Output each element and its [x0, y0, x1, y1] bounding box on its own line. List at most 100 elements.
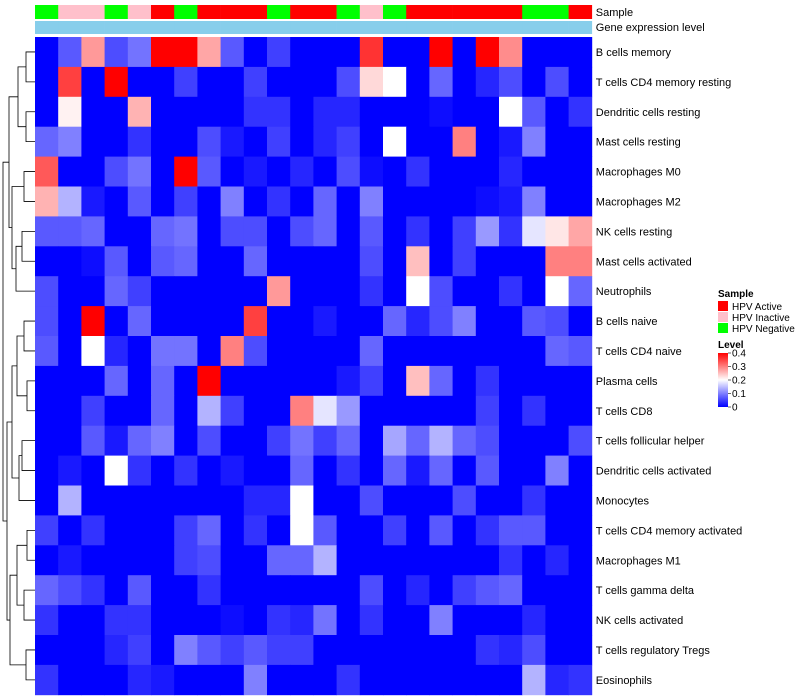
- heatmap-cell: [174, 37, 198, 68]
- heatmap-cell: [406, 395, 430, 427]
- heatmap-cell: [197, 545, 221, 576]
- heatmap-cell: [290, 485, 314, 516]
- heatmap-cell: [243, 635, 268, 666]
- heatmap-cell: [383, 37, 407, 68]
- heatmap-cell: [383, 455, 407, 486]
- gene-expression-annotation-cell: [452, 21, 477, 34]
- heatmap-cell: [406, 37, 430, 68]
- heatmap-cell: [499, 156, 523, 187]
- heatmap-cell: [174, 276, 198, 307]
- heatmap-cell: [58, 545, 82, 576]
- heatmap-cell: [197, 515, 221, 546]
- heatmap-cell: [104, 186, 129, 217]
- heatmap-cell: [151, 545, 175, 576]
- heatmap-cell: [452, 37, 477, 68]
- dendrogram-branch: [26, 380, 35, 412]
- heatmap-cell: [383, 635, 407, 666]
- heatmap-cell: [35, 156, 59, 187]
- heatmap-cell: [197, 276, 221, 307]
- heatmap-cell: [429, 96, 453, 128]
- heatmap-cell: [58, 455, 82, 486]
- heatmap-cell: [267, 276, 291, 307]
- heatmap-cell: [522, 365, 546, 397]
- heatmap-cell: [104, 336, 129, 367]
- heatmap-cell: [522, 246, 546, 277]
- heatmap-cell: [58, 425, 82, 456]
- heatmap-cell: [499, 216, 523, 247]
- heatmap-cell: [475, 246, 500, 277]
- heatmap-cell: [243, 575, 268, 606]
- legend-tick-label: 0.2: [732, 376, 746, 387]
- heatmap-cell: [429, 365, 453, 397]
- heatmap-cell: [290, 96, 314, 128]
- heatmap-cell: [313, 365, 337, 397]
- heatmap-cell: [522, 425, 546, 456]
- heatmap-cell: [545, 455, 569, 486]
- dendrogram-branch: [8, 96, 18, 229]
- heatmap-cell: [174, 545, 198, 576]
- legend-level-title: Level: [718, 340, 744, 351]
- sample-annotation-cell: [290, 5, 314, 19]
- heatmap-cell: [174, 96, 198, 128]
- heatmap-cell: [35, 306, 59, 337]
- heatmap-cell: [58, 664, 82, 696]
- heatmap-cell: [429, 186, 453, 217]
- heatmap-cell: [359, 455, 384, 486]
- heatmap-cell: [243, 126, 268, 157]
- heatmap-cell: [81, 575, 105, 606]
- heatmap-cell: [568, 455, 593, 486]
- heatmap-cell: [359, 336, 384, 367]
- heatmap-cell: [568, 156, 593, 187]
- heatmap-cell: [429, 216, 453, 247]
- heatmap-cell: [243, 306, 268, 337]
- row-label: T cells CD8: [596, 406, 653, 418]
- heatmap-cell: [58, 395, 82, 427]
- heatmap-cell: [499, 395, 523, 427]
- heatmap-cell: [197, 96, 221, 128]
- heatmap-cell: [35, 66, 59, 98]
- heatmap-cell: [290, 515, 314, 546]
- heatmap-cell: [383, 395, 407, 427]
- row-label: T cells CD4 memory activated: [596, 525, 743, 537]
- heatmap-cell: [58, 365, 82, 397]
- heatmap-cell: [406, 605, 430, 636]
- dendrogram-branch: [26, 529, 35, 561]
- heatmap-cell: [475, 186, 500, 217]
- heatmap-cell: [452, 246, 477, 277]
- heatmap-cell: [475, 336, 500, 367]
- heatmap-cell: [568, 635, 593, 666]
- heatmap-cell: [336, 545, 361, 576]
- heatmap-cell: [429, 276, 453, 307]
- heatmap-cell: [359, 575, 384, 606]
- row-label: Macrophages M0: [596, 167, 681, 179]
- heatmap-cell: [104, 126, 129, 157]
- row-label: Plasma cells: [596, 376, 658, 388]
- heatmap-cell: [475, 425, 500, 456]
- gene-expression-annotation-cell: [243, 21, 268, 34]
- heatmap-cell: [290, 186, 314, 217]
- heatmap-cell: [545, 485, 569, 516]
- heatmap-cell: [267, 635, 291, 666]
- heatmap-cell: [290, 455, 314, 486]
- heatmap-cell: [35, 395, 59, 427]
- legend-swatch: [718, 301, 728, 311]
- heatmap-cell: [151, 66, 175, 98]
- sample-annotation-cell: [452, 5, 477, 19]
- heatmap-cell: [81, 156, 105, 187]
- heatmap-cell: [197, 605, 221, 636]
- heatmap-cell: [359, 485, 384, 516]
- heatmap-cell: [197, 306, 221, 337]
- heatmap-cell: [522, 635, 546, 666]
- heatmap-cell: [58, 37, 82, 68]
- heatmap-cell: [429, 246, 453, 277]
- heatmap-cell: [220, 186, 245, 217]
- heatmap-cell: [243, 605, 268, 636]
- heatmap-cell: [359, 306, 384, 337]
- heatmap-cell: [243, 395, 268, 427]
- heatmap-cell: [383, 545, 407, 576]
- row-dendrogram: [2, 51, 35, 681]
- row-label: Dendritic cells activated: [596, 466, 712, 478]
- heatmap-cell: [429, 515, 453, 546]
- heatmap-cell: [499, 126, 523, 157]
- heatmap-cell: [35, 635, 59, 666]
